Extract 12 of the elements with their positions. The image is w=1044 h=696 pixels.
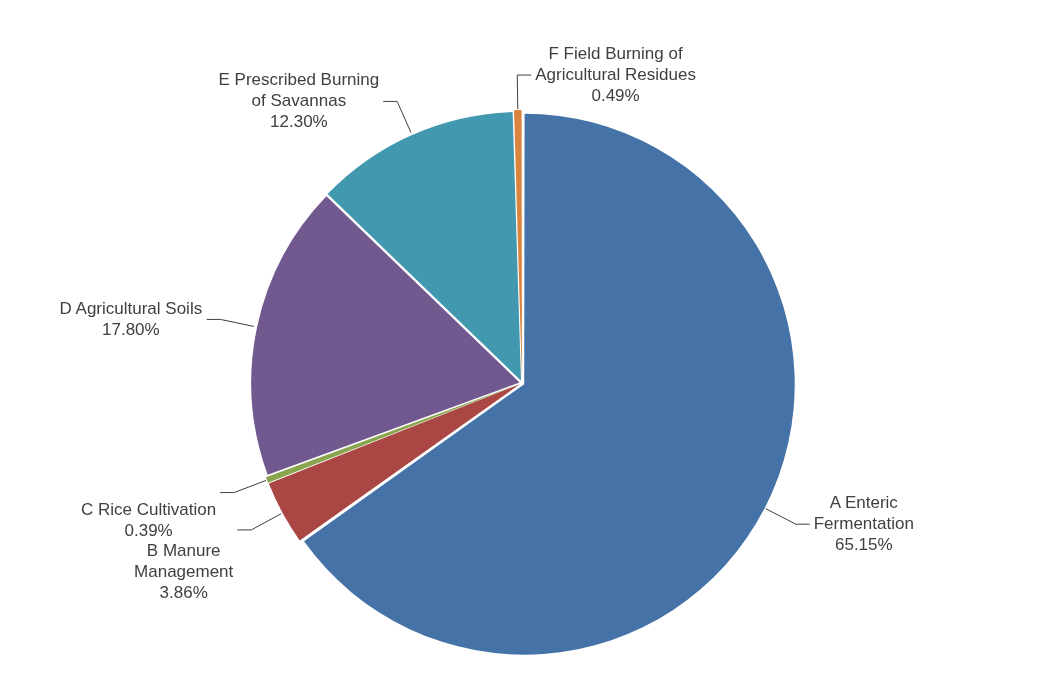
data-label: 0.39%	[124, 520, 173, 540]
slice-label: D Agricultural Soils	[59, 298, 203, 318]
slice-label: C Rice Cultivation	[81, 499, 217, 519]
slice-label: B Manure Management	[134, 540, 234, 581]
data-label: 17.80%	[101, 319, 160, 339]
data-label: 12.30%	[270, 112, 328, 132]
data-label: 65.15%	[834, 534, 893, 554]
slice-label: E Prescribed Burning of Savannas	[218, 70, 380, 111]
data-label: 3.86%	[159, 582, 208, 602]
slice-label: A Enteric Fermentation	[813, 492, 914, 533]
slice-label: F Field Burning of Agricultural Residues	[535, 43, 696, 84]
data-label: 0.49%	[591, 85, 640, 105]
